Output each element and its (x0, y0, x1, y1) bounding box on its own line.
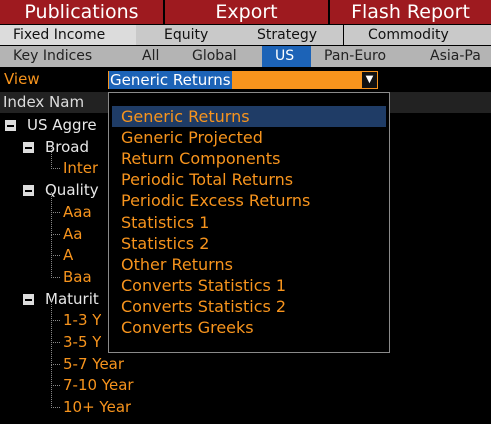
tab[interactable]: Flash Report (330, 0, 491, 24)
tree-item[interactable]: 3-5 Y (63, 333, 102, 351)
tree-item[interactable]: A (63, 246, 74, 265)
category-tab[interactable]: Commodity (344, 25, 491, 45)
view-dropdown[interactable]: Generic Returns ▼ (108, 71, 378, 89)
selected-value: Generic Returns (109, 71, 232, 89)
tree-item[interactable]: 5-7 Year (63, 354, 125, 373)
tree-item[interactable]: 1-3 Y (63, 311, 102, 330)
tree-connector (51, 300, 60, 322)
tree-connector (51, 235, 60, 257)
region-tab[interactable]: Global (192, 48, 237, 64)
tab[interactable]: Export (165, 0, 328, 24)
category-tab[interactable]: Strategy (247, 25, 343, 45)
region-tab[interactable]: Pan-Euro (324, 48, 387, 64)
tree-connector (51, 322, 60, 343)
collapse-toggle[interactable] (5, 120, 16, 131)
tree-connector (51, 343, 60, 365)
collapse-toggle[interactable] (23, 141, 34, 153)
tree-connector (51, 213, 60, 235)
column-header: Index Nam (3, 93, 85, 111)
dropdown-option[interactable]: Return Components (121, 149, 281, 169)
tree-item[interactable]: Maturit (45, 289, 99, 308)
dropdown-option[interactable]: Generic Projected (121, 128, 263, 148)
dropdown-option[interactable]: Statistics 1 (121, 212, 210, 232)
dropdown-option[interactable]: Periodic Excess Returns (121, 191, 311, 211)
category-tab[interactable]: Equity (136, 25, 272, 45)
view-label: View (4, 70, 40, 88)
tree-item[interactable]: 10+ Year (63, 398, 132, 417)
dropdown-list (108, 92, 390, 353)
region-bar (0, 46, 491, 67)
region-tab[interactable]: Asia-Pa (430, 48, 481, 64)
tree-item[interactable]: Broad (45, 137, 90, 156)
region-tab[interactable]: US (262, 46, 311, 67)
dropdown-option[interactable]: Statistics 2 (121, 233, 210, 253)
tree-item[interactable]: Inter (63, 159, 99, 178)
collapse-toggle[interactable] (23, 185, 34, 197)
tab[interactable]: Publications (0, 0, 163, 24)
dropdown-option[interactable]: Converts Statistics 1 (121, 275, 287, 295)
dropdown-option[interactable]: Converts Greeks (121, 318, 254, 337)
category-tab[interactable]: Fixed Income (0, 25, 146, 45)
dropdown-option[interactable]: Other Returns (121, 254, 233, 274)
tree-connector (51, 191, 60, 213)
region-tab[interactable]: Key Indices (13, 48, 93, 64)
tree-item[interactable]: US Aggre (27, 116, 97, 134)
tree-item[interactable]: Aa (63, 224, 83, 243)
tree-connector (51, 387, 60, 409)
dropdown-option[interactable]: Periodic Total Returns (121, 170, 294, 190)
tree-connector (51, 256, 60, 278)
tree-item[interactable]: Aaa (63, 202, 92, 221)
tree-connector (51, 365, 60, 387)
collapse-toggle[interactable] (23, 293, 34, 305)
dropdown-option[interactable]: Generic Returns (112, 106, 386, 127)
region-tab[interactable]: All (142, 48, 160, 64)
tree-item[interactable]: Quality (45, 181, 99, 200)
tree-connector (51, 148, 60, 170)
tree-item[interactable]: 7-10 Year (63, 376, 134, 395)
dropdown-arrow[interactable]: ▼ (362, 72, 377, 88)
dropdown-option[interactable]: Converts Statistics 2 (121, 296, 287, 316)
tree-item[interactable]: Baa (63, 267, 92, 286)
